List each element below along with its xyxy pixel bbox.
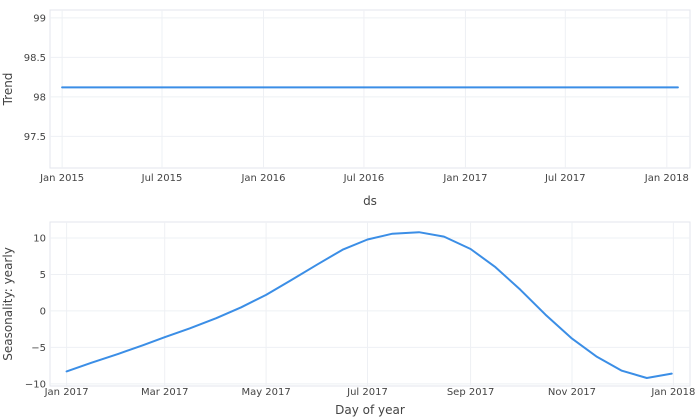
- y-axis-title: Seasonality: yearly: [1, 247, 15, 361]
- y-tick-label: 99: [33, 13, 46, 24]
- y-tick-label: 10: [33, 234, 46, 245]
- x-tick-label: Jan 2017: [442, 173, 487, 184]
- x-tick-label: Jan 2015: [39, 173, 84, 184]
- x-tick-label: Mar 2017: [141, 387, 189, 398]
- x-axis-title: Day of year: [335, 403, 405, 417]
- y-tick-label: 5: [40, 270, 46, 281]
- y-tick-label: 97.5: [24, 132, 46, 143]
- x-tick-label: Jan 2018: [650, 387, 695, 398]
- y-tick-label: 0: [40, 306, 46, 317]
- x-tick-label: Jan 2016: [240, 173, 285, 184]
- y-tick-label: 98: [33, 92, 46, 103]
- seasonality-series-line[interactable]: [65, 231, 673, 379]
- y-tick-label: −5: [31, 343, 46, 354]
- plot-area-2: [49, 221, 691, 387]
- y-tick-label: −10: [25, 379, 46, 390]
- x-tick-label: Sep 2017: [447, 387, 494, 398]
- x-tick-label: Jul 2015: [141, 173, 183, 184]
- x-tick-label: Jan 2018: [644, 173, 689, 184]
- plot-area-1: [49, 9, 691, 169]
- y-tick-label: 98.5: [24, 53, 46, 64]
- x-tick-label: Jul 2017: [544, 173, 586, 184]
- x-tick-label: Jan 2017: [44, 387, 89, 398]
- x-tick-label: Nov 2017: [548, 387, 596, 398]
- x-tick-label: Jul 2017: [346, 387, 388, 398]
- x-tick-label: May 2017: [241, 387, 290, 398]
- x-axis-title: ds: [363, 194, 377, 208]
- y-axis-title: Trend: [1, 73, 15, 107]
- x-tick-label: Jul 2016: [343, 173, 385, 184]
